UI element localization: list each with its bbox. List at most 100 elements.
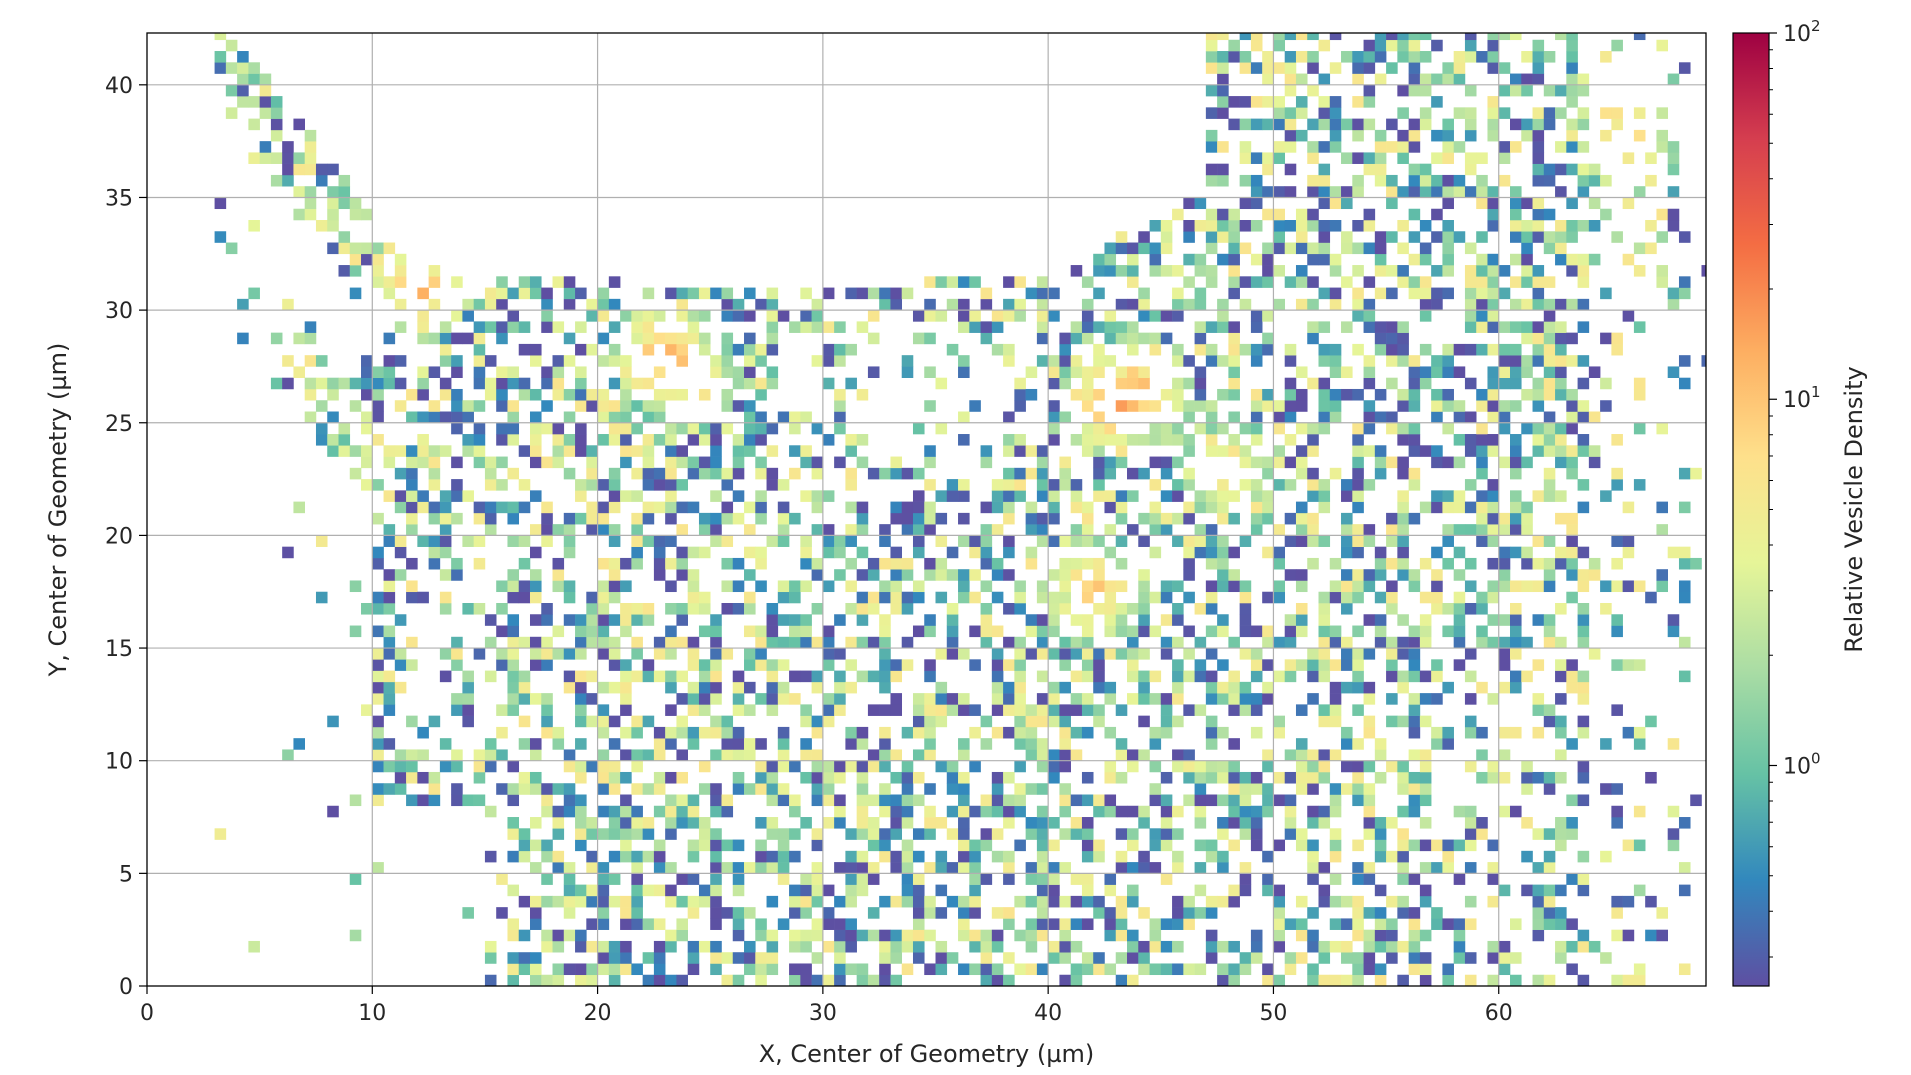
heatmap-cell [698,817,711,829]
heatmap-cell [1678,636,1691,649]
heatmap-cell [1374,828,1387,840]
heatmap-cell [789,591,801,604]
heatmap-cell [1036,467,1049,480]
heatmap-cell [676,355,688,367]
heatmap-cell [1014,726,1026,739]
heatmap-cell [1352,129,1364,142]
heatmap-cell [1374,456,1387,469]
heatmap-cell [1397,828,1409,840]
heatmap-cell [406,512,418,525]
heatmap-cell [1543,490,1556,502]
heatmap-cell [1464,434,1477,446]
heatmap-cell [1341,51,1353,63]
heatmap-cell [755,918,767,930]
heatmap-cell [1093,287,1105,300]
heatmap-cell [1442,287,1454,300]
heatmap-cell [890,456,903,469]
heatmap-cell [687,501,700,514]
heatmap-cell [1070,479,1083,491]
heatmap-cell [1273,907,1286,919]
heatmap-cell [1566,400,1578,412]
heatmap-cell [1081,952,1094,964]
heatmap-cell [1172,670,1184,683]
heatmap-cell [1476,388,1488,401]
heatmap-cell [1363,163,1376,176]
heatmap-cell [1487,186,1500,198]
heatmap-cell [1532,287,1545,300]
heatmap-cell [462,693,474,705]
heatmap-cell [642,749,655,761]
heatmap-cell [901,591,914,604]
heatmap-cell [1532,580,1545,593]
heatmap-cell [924,310,936,322]
heatmap-cell [924,512,936,525]
heatmap-cell [1036,355,1049,367]
heatmap-cell [1656,141,1668,153]
heatmap-cell [1284,794,1297,807]
heatmap-cell [552,569,565,581]
heatmap-cell [1205,850,1218,863]
heatmap-cell [1228,636,1240,649]
heatmap-cell [1183,546,1195,559]
heatmap-cell [1678,287,1691,300]
heatmap-cell [1498,343,1511,356]
heatmap-cell [1633,388,1646,401]
heatmap-cell [856,862,869,874]
heatmap-cell [1250,388,1263,401]
heatmap-cell [642,456,655,469]
heatmap-cell [620,557,632,570]
heatmap-cell [214,62,227,74]
heatmap-cell [586,895,598,908]
heatmap-cell [1307,33,1319,41]
heatmap-cell [1217,659,1229,671]
heatmap-cell [1442,197,1454,210]
heatmap-cell [1217,862,1229,874]
heatmap-cell [1510,918,1522,930]
heatmap-cell [529,817,542,829]
heatmap-cell [372,591,384,604]
heatmap-cell [1003,490,1015,502]
heatmap-cell [1374,636,1387,649]
heatmap-cell [349,580,362,593]
heatmap-cell [1453,636,1466,649]
heatmap-cell [1284,220,1297,232]
heatmap-cell [462,298,474,311]
heatmap-cell [1228,253,1240,266]
heatmap-cell [406,591,418,604]
heatmap-cell [1577,321,1590,333]
heatmap-cell [1036,479,1049,491]
heatmap-cell [1419,817,1432,829]
heatmap-cell [631,310,643,322]
heatmap-cell [1341,580,1353,593]
heatmap-cell [1543,51,1556,63]
heatmap-cell [1284,242,1297,255]
heatmap-cell [1510,456,1522,469]
heatmap-cell [1408,163,1421,176]
heatmap-cell [653,783,666,795]
heatmap-cell [1059,726,1071,739]
heatmap-cell [563,749,576,761]
heatmap-cell [1532,490,1545,502]
heatmap-cell [1498,411,1511,424]
heatmap-cell [1138,242,1150,255]
heatmap-cell [1667,208,1680,221]
heatmap-cell [484,377,497,390]
heatmap-cell [676,614,688,626]
heatmap-cell [473,501,486,514]
heatmap-cell [1397,907,1409,919]
heatmap-cell [1329,805,1342,818]
heatmap-cell [1667,298,1680,311]
heatmap-cell [541,704,553,716]
heatmap-cell [1059,895,1071,908]
heatmap-cell [1532,388,1545,401]
heatmap-cell [1363,862,1376,874]
heatmap-cell [1498,648,1511,660]
heatmap-cell [1408,512,1421,525]
heatmap-cell [1408,141,1421,153]
heatmap-cell [349,400,362,412]
heatmap-cell [1622,974,1635,986]
heatmap-cell [372,388,384,401]
heatmap-cell [372,603,384,615]
heatmap-cell [394,298,407,311]
heatmap-cell [912,535,925,547]
